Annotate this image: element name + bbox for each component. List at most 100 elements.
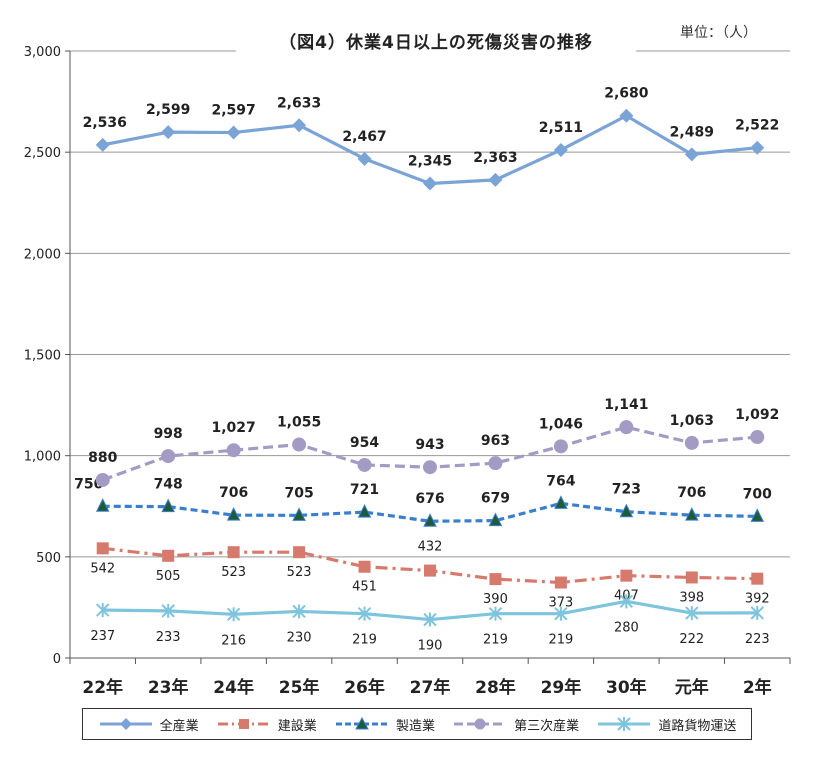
legend-swatch-road-freight xyxy=(598,717,651,731)
series-0: 2,536 2,599 2,597 2,633 2,467 2,345 2,363 2,511… xyxy=(83,86,779,191)
data-label: 542 xyxy=(90,561,115,576)
data-label: 219 xyxy=(352,633,377,648)
data-point xyxy=(96,542,109,555)
legend-item-all-industries: 全産業 xyxy=(98,715,199,734)
x-tick-label: 23年 xyxy=(148,677,189,698)
data-point xyxy=(357,457,372,472)
data-label: 1,027 xyxy=(211,420,255,436)
series-4: 237 233 216 230 219 190 219 219 280 222 223 xyxy=(90,594,770,654)
data-point xyxy=(423,612,437,627)
data-label: 998 xyxy=(154,426,183,442)
data-point xyxy=(619,420,634,435)
data-label: 233 xyxy=(156,630,181,645)
data-point xyxy=(684,435,699,450)
data-label: 432 xyxy=(418,540,443,555)
data-point xyxy=(488,172,503,187)
data-label: 216 xyxy=(221,633,246,648)
data-label: 190 xyxy=(418,639,443,654)
data-label: 676 xyxy=(415,491,444,507)
x-tick-label: 27年 xyxy=(410,677,451,698)
data-label: 1,063 xyxy=(670,413,714,429)
data-label: 723 xyxy=(612,482,641,498)
data-point xyxy=(685,571,698,584)
data-label: 2,680 xyxy=(604,86,649,102)
data-label: 2,345 xyxy=(408,154,452,170)
data-point xyxy=(357,503,372,518)
data-label: 2,599 xyxy=(146,102,190,118)
legend-label: 道路貨物運送 xyxy=(658,718,737,734)
data-point xyxy=(357,151,372,166)
legend-label: 建設業 xyxy=(277,718,317,734)
data-label: 230 xyxy=(287,630,312,645)
x-tick-label: 2年 xyxy=(743,677,772,698)
legend-swatch-tertiary xyxy=(454,718,507,730)
data-label: 523 xyxy=(287,565,312,580)
legend-swatch-construction xyxy=(217,719,270,729)
legend-item-tertiary: 第三次産業 xyxy=(452,715,579,734)
data-label: 523 xyxy=(221,565,246,580)
y-tick-label: 1,000 xyxy=(24,450,61,465)
legend-item-construction: 建設業 xyxy=(216,715,317,734)
data-point xyxy=(292,118,307,133)
data-label: 2,597 xyxy=(211,103,255,119)
data-label: 880 xyxy=(88,450,117,466)
data-label: 2,363 xyxy=(473,150,517,166)
data-point xyxy=(619,503,634,518)
data-point xyxy=(96,603,110,618)
data-point xyxy=(488,456,503,471)
chart-title: （図4）休業4日以上の死傷災害の推移 xyxy=(236,28,636,53)
data-point xyxy=(423,513,437,527)
data-label: 2,522 xyxy=(735,118,779,134)
data-point xyxy=(292,437,307,452)
data-point xyxy=(226,125,241,140)
data-point xyxy=(750,605,764,620)
data-point xyxy=(227,546,240,559)
data-label: 222 xyxy=(679,632,704,647)
data-point xyxy=(293,546,306,559)
legend-swatch-manufacturing xyxy=(335,717,388,730)
data-label: 223 xyxy=(745,632,770,647)
x-tick-label: 28年 xyxy=(475,677,516,698)
data-label: 706 xyxy=(677,485,706,501)
data-point xyxy=(554,495,568,509)
data-point xyxy=(161,603,175,618)
y-tick-label: 0 xyxy=(53,652,61,667)
data-point xyxy=(750,508,765,522)
data-label: 2,489 xyxy=(670,124,714,140)
data-point xyxy=(750,140,765,155)
data-point xyxy=(292,507,306,521)
y-tick-label: 3,000 xyxy=(24,45,61,60)
data-label: 963 xyxy=(481,433,510,449)
data-label: 505 xyxy=(156,569,181,584)
data-label: 943 xyxy=(415,437,444,453)
x-tick-label: 30年 xyxy=(606,677,647,698)
data-point xyxy=(424,564,436,577)
legend-label: 全産業 xyxy=(159,718,199,734)
x-tick-label: 24年 xyxy=(213,677,254,698)
data-label: 1,141 xyxy=(604,397,648,413)
legend-item-road-freight: 道路貨物運送 xyxy=(596,715,736,734)
data-point xyxy=(554,606,568,621)
data-point xyxy=(684,147,699,162)
data-label: 237 xyxy=(90,629,115,644)
data-point xyxy=(553,142,568,157)
legend-label: 製造業 xyxy=(395,718,435,734)
x-tick-label: 29年 xyxy=(541,677,582,698)
data-point xyxy=(489,573,502,586)
data-point xyxy=(95,137,110,152)
x-tick-label: 25年 xyxy=(279,677,320,698)
data-point xyxy=(488,512,503,527)
data-point xyxy=(161,498,175,513)
series-3: 880 998 1,027 1,055 954 943 963 1,046 1,141 1,063… xyxy=(88,397,779,487)
data-point xyxy=(95,472,110,487)
data-point xyxy=(226,607,241,622)
data-point xyxy=(423,460,437,475)
data-label: 954 xyxy=(350,435,379,451)
data-point xyxy=(226,443,241,458)
data-point xyxy=(553,439,568,454)
data-label: 700 xyxy=(743,486,772,502)
data-label: 373 xyxy=(548,596,573,611)
data-point xyxy=(619,594,634,609)
y-tick-label: 1,500 xyxy=(24,349,61,364)
